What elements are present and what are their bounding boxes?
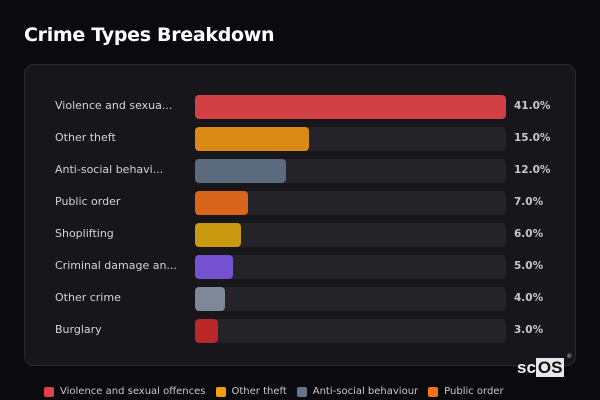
bar-value: 15.0%	[514, 132, 551, 144]
bar[interactable]	[195, 127, 309, 151]
legend-label: Violence and sexual offences	[60, 386, 206, 397]
logo-prefix: sc	[517, 358, 536, 377]
bar-row[interactable]: Burglary 3.0%	[25, 319, 577, 343]
legend-swatch	[44, 386, 54, 397]
bar-track	[195, 191, 506, 215]
chart-panel: Violence and sexua... 41.0% Other theft 15.…	[24, 64, 576, 366]
bar[interactable]	[195, 95, 506, 119]
bar-value: 6.0%	[514, 228, 544, 240]
bar[interactable]	[195, 191, 249, 215]
bar-track	[195, 95, 506, 119]
watermark-logo: sc OS ®	[517, 354, 571, 378]
chart-title: Crime Types Breakdown	[24, 24, 275, 46]
legend-label: Other theft	[231, 386, 287, 397]
bar-label: Other crime	[55, 291, 121, 304]
bar-value: 12.0%	[514, 164, 551, 176]
bar-track	[195, 319, 506, 343]
legend-item[interactable]: Violence and sexual offences	[44, 386, 206, 397]
bar-label: Shoplifting	[55, 227, 114, 240]
bar-row[interactable]: Criminal damage an... 5.0%	[25, 255, 577, 279]
legend-item[interactable]: Public order	[428, 386, 504, 397]
legend-swatch	[296, 386, 307, 397]
bar[interactable]	[195, 159, 287, 183]
legend-item[interactable]: Anti-social behaviour	[296, 386, 419, 397]
bar[interactable]	[195, 255, 233, 279]
bar-label: Public order	[55, 195, 121, 208]
bar-value: 41.0%	[514, 100, 551, 112]
bar[interactable]	[195, 223, 241, 247]
legend-swatch	[428, 386, 439, 397]
bar-value: 3.0%	[514, 324, 544, 336]
bar-value: 4.0%	[514, 292, 544, 304]
bar[interactable]	[195, 287, 226, 311]
bar-row[interactable]: Anti-social behavi... 12.0%	[25, 159, 577, 183]
bar-value: 5.0%	[514, 260, 544, 272]
bar-label: Violence and sexua...	[55, 99, 173, 112]
bar-label: Criminal damage an...	[55, 259, 177, 272]
bar-value: 7.0%	[514, 196, 544, 208]
legend-label: Anti-social behaviour	[312, 386, 419, 397]
bar-track	[195, 127, 506, 151]
logo-boxed: OS	[535, 358, 565, 377]
bar-track	[195, 159, 506, 183]
bar[interactable]	[195, 319, 218, 343]
legend-label: Public order	[444, 386, 504, 397]
bar-label: Burglary	[55, 323, 102, 336]
bar-row[interactable]: Public order 7.0%	[25, 191, 577, 215]
legend-item[interactable]: Other theft	[215, 386, 287, 397]
bar-label: Other theft	[55, 131, 116, 144]
bar-row[interactable]: Shoplifting 6.0%	[25, 223, 577, 247]
bar-track	[195, 255, 506, 279]
bar-label: Anti-social behavi...	[55, 163, 164, 176]
bar-track	[195, 223, 506, 247]
chart-legend: Violence and sexual offences Other theft A…	[44, 386, 504, 397]
bar-track	[195, 287, 506, 311]
registered-mark: ®	[567, 354, 572, 360]
bar-row[interactable]: Other theft 15.0%	[25, 127, 577, 151]
bar-row[interactable]: Violence and sexua... 41.0%	[25, 95, 577, 119]
bar-row[interactable]: Other crime 4.0%	[25, 287, 577, 311]
legend-swatch	[215, 386, 226, 397]
